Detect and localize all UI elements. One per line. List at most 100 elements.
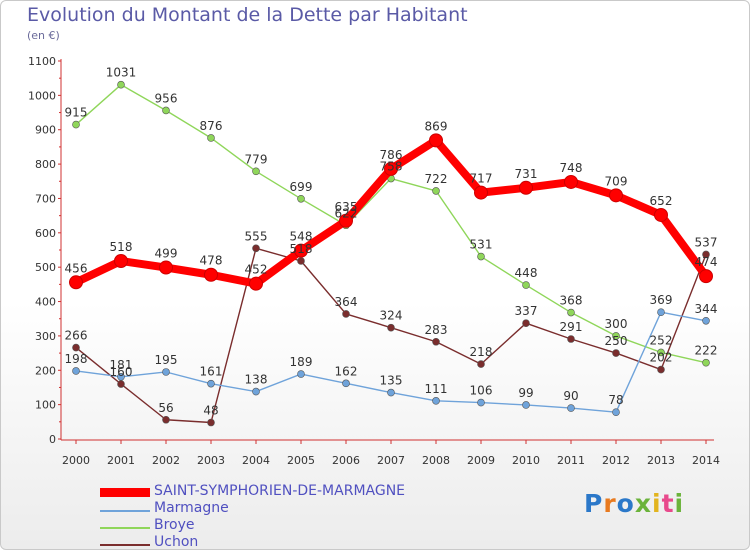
data-label: 189 [290, 355, 313, 369]
legend-swatch [100, 544, 150, 546]
data-label: 758 [380, 160, 403, 174]
data-point [294, 243, 308, 258]
x-tick-label: 2003 [197, 454, 225, 467]
data-point [564, 174, 578, 189]
data-label: 344 [695, 302, 718, 316]
data-point [297, 194, 305, 203]
y-tick-label: 200 [35, 364, 56, 377]
data-label: 876 [200, 119, 223, 133]
data-label: 1031 [106, 66, 137, 80]
x-tick-label: 2007 [377, 454, 405, 467]
data-label: 162 [335, 364, 358, 378]
data-point [387, 388, 395, 397]
data-point [567, 308, 575, 317]
data-label: 548 [290, 230, 313, 244]
data-point [207, 134, 215, 142]
data-label: 90 [563, 389, 578, 403]
data-label: 99 [518, 386, 533, 400]
data-point [657, 308, 665, 316]
data-point [297, 370, 305, 378]
data-label: 722 [425, 172, 448, 186]
data-label: 518 [290, 242, 313, 256]
data-point [612, 349, 620, 357]
data-point [162, 415, 170, 424]
data-point [117, 380, 125, 388]
y-tick-label: 1000 [28, 89, 56, 102]
legend-swatch [100, 527, 150, 529]
data-point [117, 80, 125, 89]
legend-label: Uchon [154, 534, 199, 550]
data-point [702, 250, 710, 259]
x-tick-label: 2001 [107, 454, 135, 467]
data-point [477, 360, 485, 368]
data-label: 779 [245, 152, 268, 166]
data-label: 138 [245, 373, 268, 387]
logo-letter: i [674, 489, 685, 518]
data-point [69, 275, 83, 290]
data-point [612, 408, 620, 416]
data-point [72, 367, 80, 375]
data-label: 537 [695, 235, 718, 249]
y-tick-label: 300 [35, 330, 56, 343]
data-label: 291 [560, 320, 583, 334]
data-point [432, 397, 440, 405]
legend-label: SAINT-SYMPHORIEN-DE-MARMAGNE [154, 483, 406, 499]
data-label: 300 [605, 317, 628, 331]
data-point [477, 398, 485, 407]
x-tick-label: 2012 [602, 454, 630, 467]
data-point [702, 316, 710, 325]
y-tick-label: 1100 [28, 55, 56, 68]
y-tick-label: 900 [35, 124, 56, 137]
data-point [567, 404, 575, 412]
data-point [567, 335, 575, 343]
data-label: 198 [65, 352, 88, 366]
data-point [702, 358, 710, 367]
data-point [339, 213, 353, 228]
data-point [252, 387, 260, 396]
logo-letter: t [661, 489, 675, 518]
data-label: 709 [605, 174, 628, 188]
y-tick-label: 600 [35, 227, 56, 240]
data-point [657, 348, 665, 357]
data-label: 202 [650, 351, 673, 365]
x-tick-label: 2006 [332, 454, 360, 467]
data-point [117, 373, 125, 381]
logo-letter: x [634, 489, 652, 518]
data-label: 78 [608, 393, 623, 407]
data-label: 456 [65, 261, 88, 275]
data-point [612, 332, 620, 340]
data-label: 622 [335, 206, 358, 220]
data-point [522, 281, 530, 289]
data-label: 135 [380, 374, 403, 388]
data-label: 368 [560, 294, 583, 308]
data-label: 956 [155, 91, 178, 105]
data-label: 250 [605, 334, 628, 348]
data-point [297, 257, 305, 265]
data-label: 266 [65, 329, 88, 343]
x-tick-label: 2010 [512, 454, 540, 467]
data-point [204, 267, 218, 282]
data-point [432, 187, 440, 195]
data-label: 474 [695, 255, 718, 269]
data-label: 635 [335, 200, 358, 214]
data-label: 56 [158, 401, 173, 415]
data-label: 160 [110, 365, 133, 379]
data-point [162, 106, 170, 115]
data-label: 786 [380, 148, 403, 162]
y-tick-label: 800 [35, 158, 56, 171]
legend-label: Marmagne [154, 500, 229, 516]
data-point [72, 343, 80, 352]
data-point [342, 379, 350, 388]
data-label: 111 [425, 382, 448, 396]
data-label: 518 [110, 240, 133, 254]
data-label: 218 [470, 345, 493, 359]
data-point [519, 180, 533, 195]
y-tick-label: 400 [35, 296, 56, 309]
x-tick-label: 2014 [692, 454, 720, 467]
data-point [522, 319, 530, 327]
data-point [162, 368, 170, 376]
data-point [522, 401, 530, 409]
data-label: 324 [380, 309, 403, 323]
data-label: 652 [650, 194, 673, 208]
